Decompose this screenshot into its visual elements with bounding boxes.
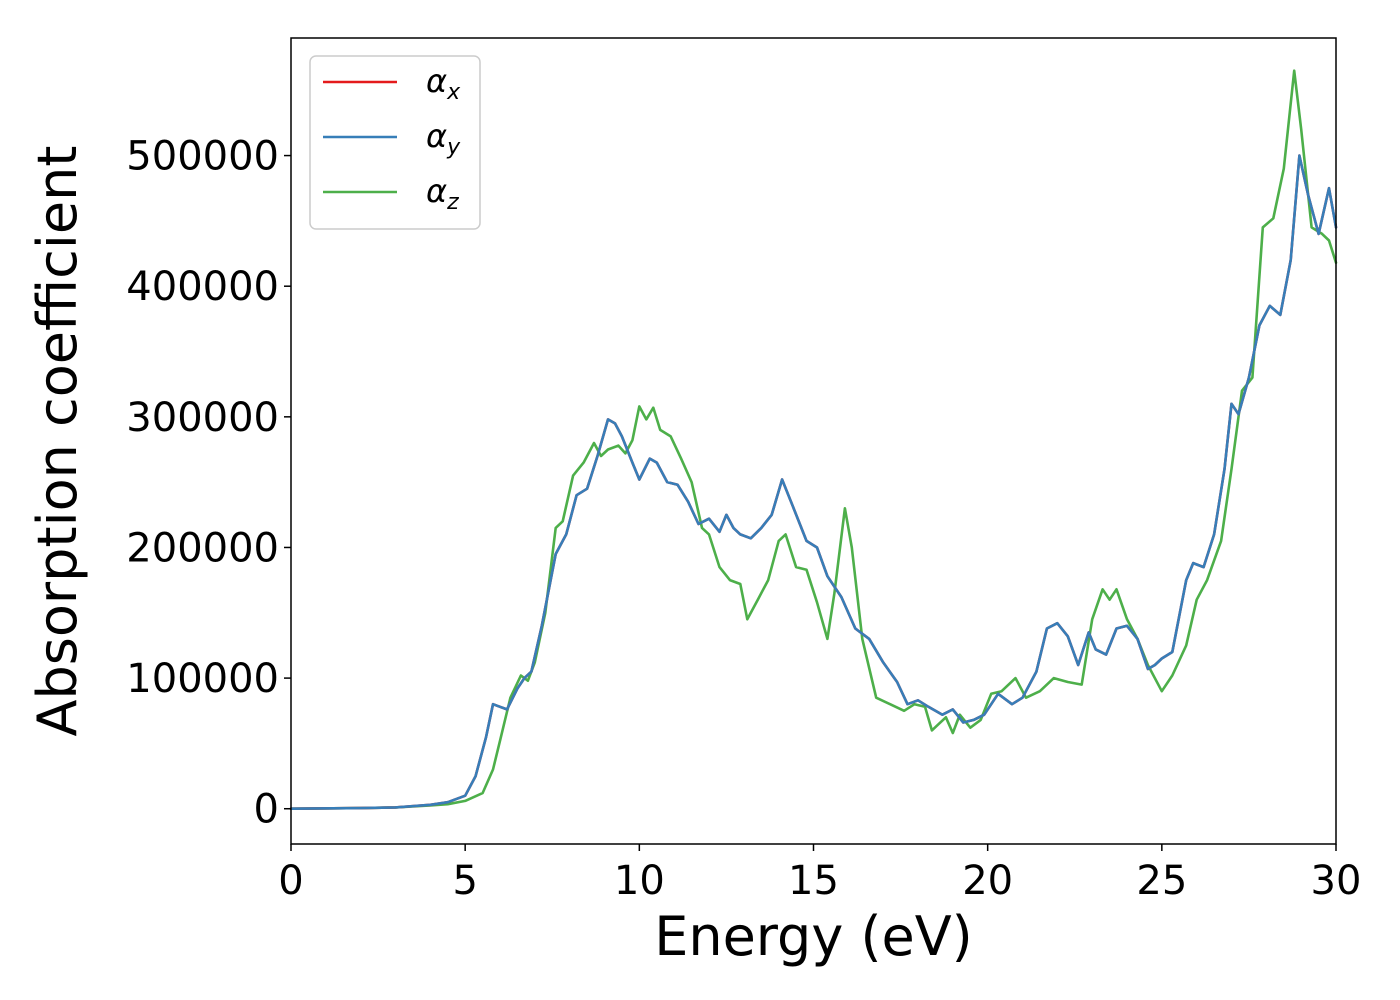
y-tick-label: 100000 <box>126 656 279 702</box>
y-axis-title: Absorption coefficient <box>26 146 89 737</box>
series-line-alpha-x <box>289 154 1338 811</box>
y-axis-ticks: 0 100000 200000 300000 400000 500000 <box>126 134 291 833</box>
x-tick-label: 0 <box>278 858 303 904</box>
x-axis-title: Energy (eV) <box>654 905 973 968</box>
series-line-alpha-z <box>289 69 1338 811</box>
y-tick-label: 0 <box>254 787 279 833</box>
x-tick-label: 5 <box>452 858 477 904</box>
legend-label-alpha-x: αx <box>426 62 461 105</box>
x-tick-label: 30 <box>1311 858 1362 904</box>
legend: αx αy αz <box>309 55 481 230</box>
x-tick-label: 10 <box>614 858 665 904</box>
y-tick-label: 200000 <box>126 525 279 571</box>
x-tick-label: 25 <box>1136 858 1187 904</box>
y-tick-label: 400000 <box>126 264 279 310</box>
series-layer <box>289 69 1338 811</box>
x-tick-label: 15 <box>788 858 839 904</box>
y-tick-label: 500000 <box>126 134 279 180</box>
series-line-alpha-y <box>289 154 1338 811</box>
y-tick-label: 300000 <box>126 395 279 441</box>
legend-label-alpha-z: αz <box>426 172 459 215</box>
legend-label-alpha-y: αy <box>426 117 461 160</box>
x-axis-ticks: 0 5 10 15 20 25 30 <box>278 844 1361 904</box>
legend-box <box>309 55 481 230</box>
x-tick-label: 20 <box>962 858 1013 904</box>
